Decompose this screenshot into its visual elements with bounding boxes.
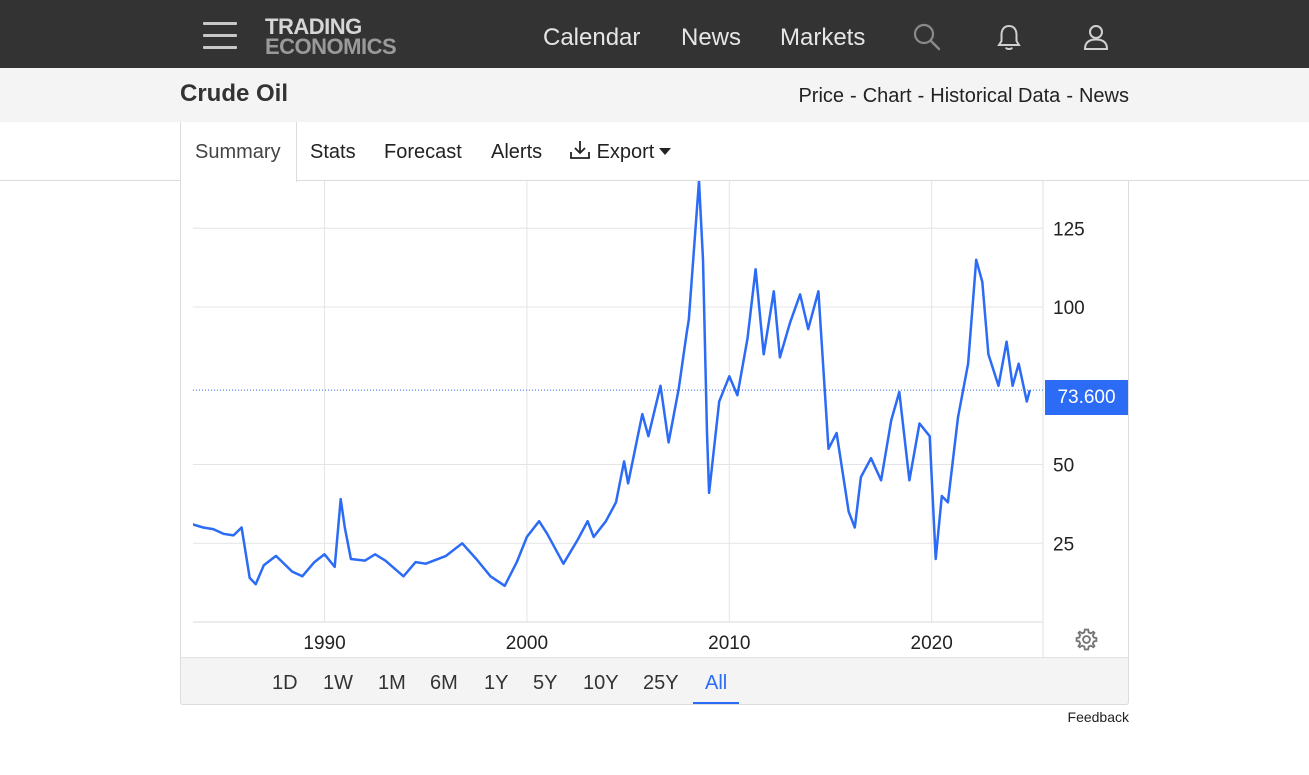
nav-markets-link[interactable]: Markets [780, 24, 866, 51]
logo-line-1: TRADING [265, 14, 362, 39]
y-tick-label: 125 [1053, 219, 1085, 240]
tab-export-label: Export [596, 141, 655, 163]
search-icon[interactable] [912, 22, 942, 52]
trading-economics-logo[interactable]: TRADING ECONOMICS [265, 14, 397, 59]
chart-tabs: Summary Stats Forecast Alerts Export [0, 122, 1309, 182]
range-1d-button[interactable]: 1D [272, 672, 298, 694]
chevron-down-icon [659, 148, 672, 155]
nav-calendar-link[interactable]: Calendar [543, 24, 641, 51]
price-line-chart[interactable]: 25 50 100 125 1990 2000 2010 2020 [181, 181, 1128, 657]
y-tick-label: 25 [1053, 534, 1074, 555]
logo-line-2: ECONOMICS [265, 34, 397, 59]
news-link[interactable]: News [1078, 85, 1129, 107]
tab-export[interactable]: Export [569, 122, 672, 181]
chart-link[interactable]: Chart [862, 85, 912, 107]
active-range-indicator [693, 702, 739, 704]
link-separator: - [917, 85, 925, 107]
tab-forecast[interactable]: Forecast [384, 141, 462, 163]
tab-stats[interactable]: Stats [310, 141, 356, 163]
range-1y-button[interactable]: 1Y [484, 672, 509, 694]
series-line [193, 181, 1032, 588]
tab-summary[interactable]: Summary [180, 122, 297, 182]
x-tick-label: 1990 [303, 633, 345, 654]
download-icon [570, 141, 590, 159]
range-25y-button[interactable]: 25Y [643, 672, 679, 694]
range-all-button[interactable]: All [705, 672, 728, 694]
price-link[interactable]: Price [798, 85, 845, 107]
subheader-links: Price - Chart - Historical Data - News [798, 85, 1129, 108]
chart-frame: 25 50 100 125 1990 2000 2010 2020 [180, 181, 1129, 657]
x-tick-label: 2000 [506, 633, 548, 654]
menu-icon[interactable] [203, 22, 237, 50]
historical-data-link[interactable]: Historical Data [930, 85, 1061, 107]
page-subheader [0, 68, 1309, 122]
user-icon[interactable] [1081, 22, 1111, 52]
y-tick-label: 50 [1053, 456, 1074, 477]
bell-icon[interactable] [994, 22, 1024, 52]
link-separator: - [1066, 85, 1073, 107]
link-separator: - [850, 85, 857, 107]
gear-icon[interactable] [1074, 627, 1099, 652]
range-10y-button[interactable]: 10Y [583, 672, 619, 694]
page-title: Crude Oil [180, 80, 289, 107]
top-navigation-bar: TRADING ECONOMICS Calendar News Markets [0, 0, 1309, 68]
range-1m-button[interactable]: 1M [378, 672, 406, 694]
last-price-badge: 73.600 [1045, 380, 1128, 415]
feedback-link[interactable]: Feedback [1067, 709, 1129, 725]
x-tick-label: 2020 [911, 633, 953, 654]
y-tick-label: 100 [1053, 298, 1085, 319]
nav-news-link[interactable]: News [681, 24, 742, 51]
range-6m-button[interactable]: 6M [430, 672, 458, 694]
range-5y-button[interactable]: 5Y [533, 672, 558, 694]
x-tick-label: 2010 [708, 633, 750, 654]
range-1w-button[interactable]: 1W [323, 672, 353, 694]
tab-alerts[interactable]: Alerts [491, 141, 543, 163]
time-range-selector: 1D 1W 1M 6M 1Y 5Y 10Y 25Y All [180, 657, 1129, 705]
